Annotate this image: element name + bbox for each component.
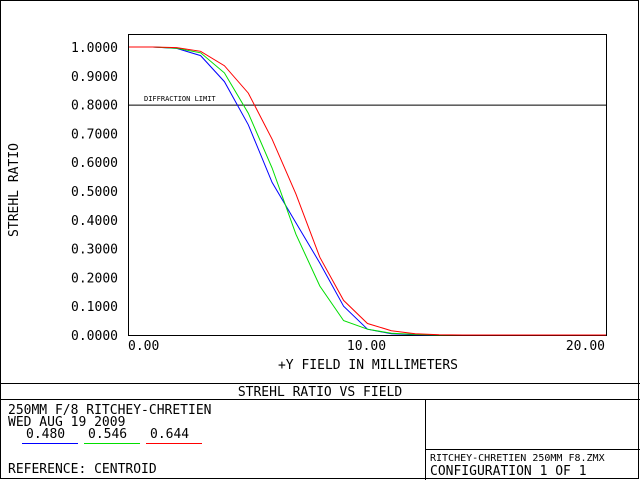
x-tick-label: 0.00: [128, 339, 159, 354]
plot-area: [128, 34, 607, 336]
legend-label: 0.546: [88, 427, 127, 442]
y-tick-label: 0.2000: [71, 271, 118, 286]
x-axis-tick-labels: 0.00 10.00 20.00: [128, 339, 605, 354]
y-tick-label: 0.0000: [71, 329, 118, 344]
y-tick-label: 0.7000: [71, 127, 118, 142]
y-tick-label: 0.9000: [71, 70, 118, 85]
series-lines: [129, 46, 606, 336]
legend: 0.480 0.546 0.644: [22, 427, 202, 444]
y-tick-label: 0.6000: [71, 156, 118, 171]
legend-label: 0.644: [150, 427, 189, 442]
system-name: 250MM F/8 RITCHEY-CHRETIEN: [8, 403, 212, 418]
diffraction-limit-label: DIFFRACTION LIMIT: [144, 95, 216, 103]
y-axis-tick-labels: 0.0000 0.1000 0.2000 0.3000 0.4000 0.5000 0.60…: [71, 41, 118, 344]
y-tick-label: 0.8000: [71, 99, 118, 114]
x-axis-label: +Y FIELD IN MILLIMETERS: [278, 358, 458, 373]
legend-label: 0.480: [26, 427, 65, 442]
file-name: RITCHEY-CHRETIEN 250MM F8.ZMX: [430, 453, 605, 464]
y-tick-label: 1.0000: [71, 41, 118, 56]
y-axis-label: STREHL RATIO: [7, 143, 22, 237]
y-tick-label: 0.4000: [71, 214, 118, 229]
y-tick-label: 0.3000: [71, 243, 118, 258]
date-stamp: WED AUG 19 2009: [8, 415, 125, 430]
series-line: [129, 46, 606, 336]
y-tick-label: 0.1000: [71, 300, 118, 315]
configuration-label: CONFIGURATION 1 OF 1: [430, 464, 587, 479]
x-tick-label: 10.00: [347, 339, 386, 354]
chart-title: STREHL RATIO VS FIELD: [238, 385, 403, 400]
y-tick-label: 0.5000: [71, 185, 118, 200]
reference-label: REFERENCE: CENTROID: [8, 462, 157, 477]
x-tick-label: 20.00: [566, 339, 605, 354]
